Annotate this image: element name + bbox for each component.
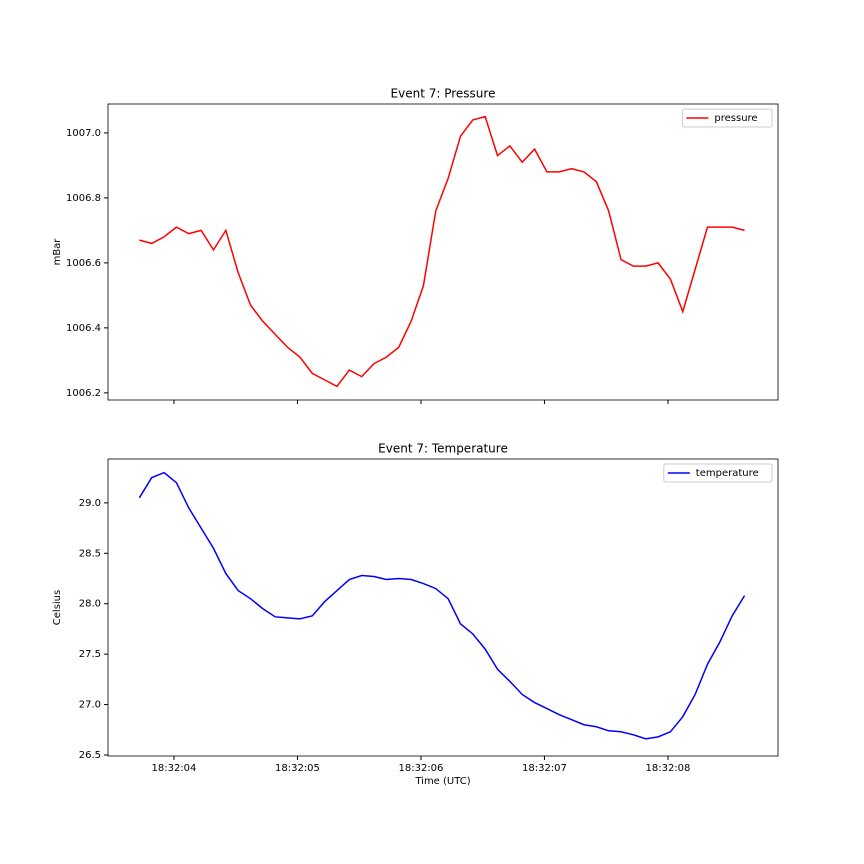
y-tick-label: 26.5 xyxy=(79,750,101,761)
plot-frame xyxy=(107,458,779,757)
y-axis-label: mBar xyxy=(52,238,63,266)
y-tick-label: 27.5 xyxy=(79,649,101,660)
legend-label: temperature xyxy=(696,468,759,479)
x-axis-label: Time (UTC) xyxy=(414,776,470,787)
y-tick-label: 1006.8 xyxy=(66,193,101,204)
y-tick-label: 28.5 xyxy=(79,548,101,559)
y-tick-label: 1006.2 xyxy=(66,388,101,399)
y-tick-label: 29.0 xyxy=(79,498,101,509)
y-tick-label: 28.0 xyxy=(79,599,101,610)
y-tick-label: 27.0 xyxy=(79,700,101,711)
y-axis-label: Celsius xyxy=(52,590,63,625)
y-tick-label: 1006.6 xyxy=(66,258,101,269)
x-tick-label: 18:32:08 xyxy=(645,763,690,774)
chart-title: Event 7: Pressure xyxy=(391,87,496,101)
x-tick-label: 18:32:07 xyxy=(522,763,567,774)
x-tick-label: 18:32:04 xyxy=(151,763,196,774)
x-tick-label: 18:32:06 xyxy=(398,763,443,774)
legend-box xyxy=(681,108,773,128)
y-tick-label: 1007.0 xyxy=(66,128,101,139)
legend-label: pressure xyxy=(714,113,757,124)
data-line xyxy=(138,471,746,740)
chart-title: Event 7: Temperature xyxy=(378,442,508,456)
y-tick-label: 1006.4 xyxy=(66,323,101,334)
plot-frame xyxy=(107,103,779,401)
x-tick-label: 18:32:05 xyxy=(275,763,320,774)
legend-box xyxy=(663,463,773,483)
data-line xyxy=(139,115,745,388)
